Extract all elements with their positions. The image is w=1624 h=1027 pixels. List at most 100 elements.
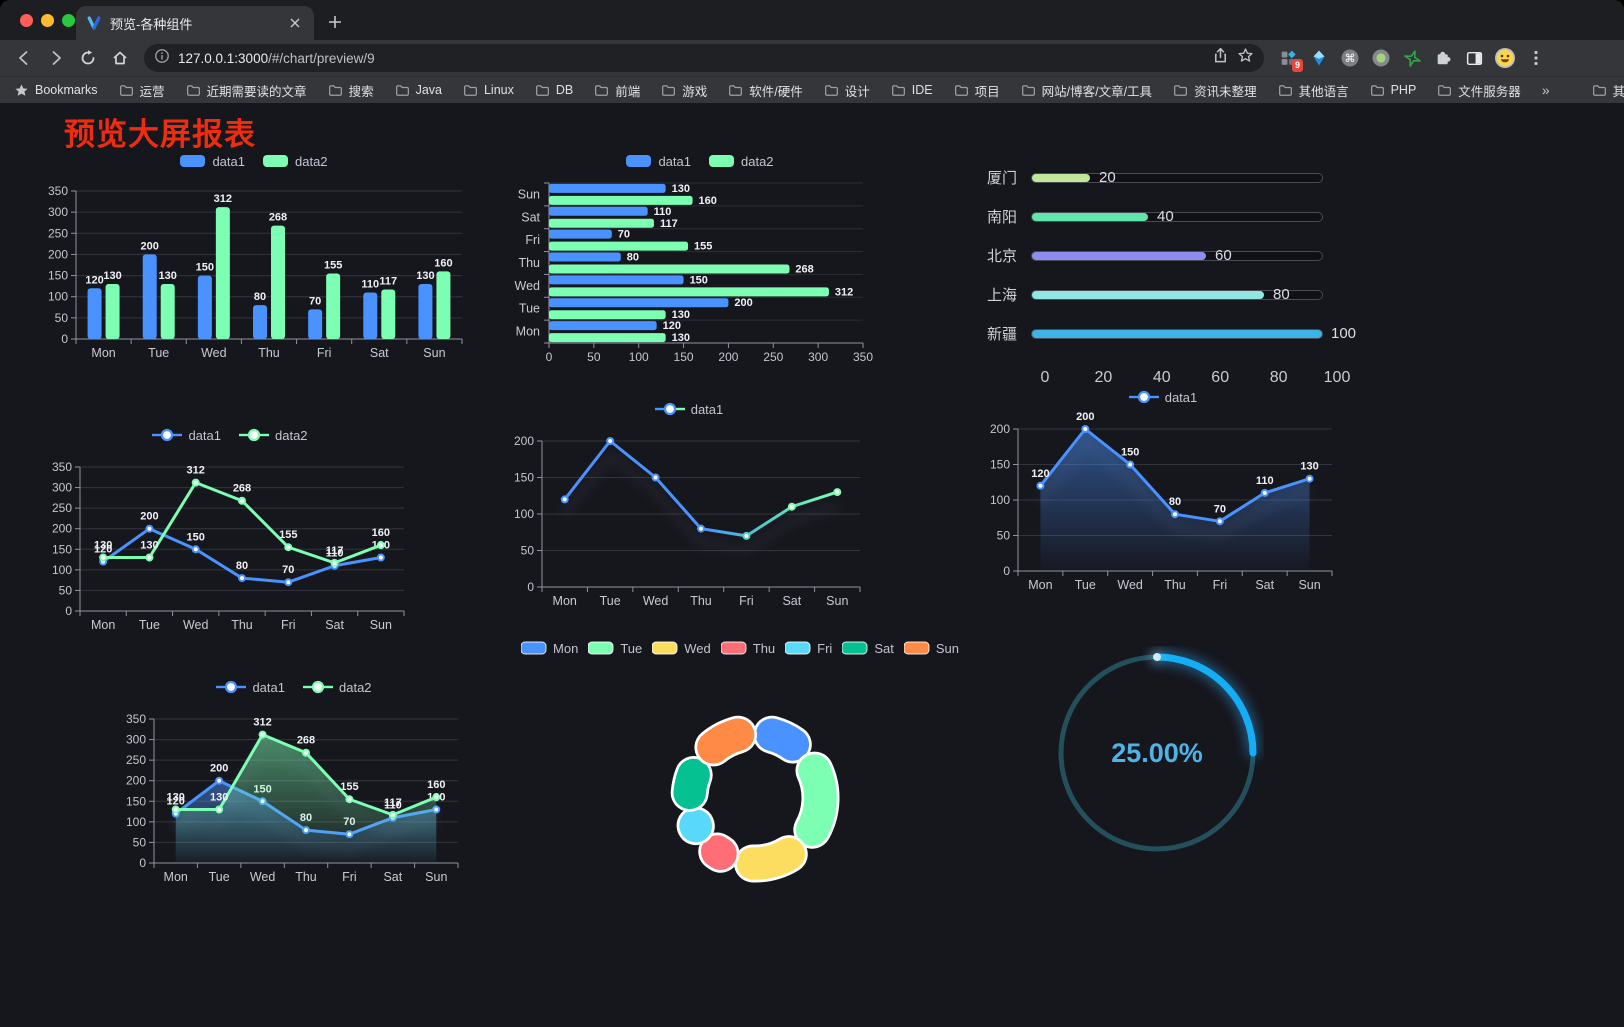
area-line-chart[interactable]: data1 0 50 100 150 200 Mon Tue Wed Thu Fri Sat Sun 12…	[980, 385, 1346, 597]
legend-item-data1[interactable]: data1	[180, 154, 245, 169]
extension-record-icon[interactable]	[1369, 46, 1393, 70]
svg-text:155: 155	[279, 529, 297, 541]
browser-toolbar: 127.0.0.1:3000/#/chart/preview/9 9 ⌘	[0, 40, 1624, 76]
legend-item-data2[interactable]: data2	[303, 680, 372, 695]
extensions-area: 9 ⌘	[1276, 46, 1548, 72]
browser-tab[interactable]: 预览-各种组件	[76, 6, 314, 40]
address-bar[interactable]: 127.0.0.1:3000/#/chart/preview/9	[144, 44, 1264, 72]
svg-text:110: 110	[384, 800, 402, 812]
bookmark-item[interactable]: 资讯未整理	[1173, 81, 1257, 100]
extension-command-icon[interactable]: ⌘	[1338, 46, 1362, 70]
legend-item-data2[interactable]: data2	[239, 428, 308, 443]
legend-line-icon	[303, 680, 333, 694]
extensions-puzzle-icon[interactable]	[1431, 46, 1455, 70]
bookmark-star-icon[interactable]	[1237, 47, 1254, 69]
legend-item-Mon[interactable]: Mon	[521, 641, 578, 656]
donut-pie-chart[interactable]: Mon Tue Wed Thu Fri Sat Sun	[521, 636, 959, 892]
legend-item-data2[interactable]: data2	[263, 154, 328, 169]
legend-item-Tue[interactable]: Tue	[588, 641, 642, 656]
svg-text:Tue: Tue	[148, 346, 169, 360]
svg-text:160: 160	[699, 195, 717, 207]
tab-close-icon[interactable]	[286, 14, 304, 32]
site-info-icon[interactable]	[154, 48, 170, 69]
new-tab-button[interactable]	[326, 13, 344, 31]
back-icon[interactable]	[10, 44, 38, 72]
bookmark-item[interactable]: 设计	[824, 81, 870, 100]
svg-text:100: 100	[48, 290, 68, 304]
donut-chart-canvas[interactable]	[548, 662, 932, 888]
bookmark-item[interactable]: DB	[535, 81, 573, 100]
svg-text:Mon: Mon	[516, 325, 540, 339]
double-area-line-chart[interactable]: data1 data2 0 50 100 150 200 250 300 350 Mon Tue Wed…	[116, 675, 472, 889]
extension-star-icon[interactable]	[1400, 46, 1424, 70]
bookmark-item[interactable]: Linux	[463, 81, 514, 100]
chart-legend: data1 data2	[116, 675, 472, 699]
bookmark-item[interactable]: 运营	[119, 81, 165, 100]
legend-item-Wed[interactable]: Wed	[652, 641, 711, 656]
extension-grid-icon[interactable]: 9	[1276, 46, 1303, 72]
bookmark-item[interactable]: 前端	[594, 81, 640, 100]
home-icon[interactable]	[106, 44, 134, 72]
progress-row-厦门[interactable]: 厦门 20	[975, 158, 1375, 197]
reload-icon[interactable]	[74, 44, 102, 72]
progress-bar-chart[interactable]: 厦门 20 南阳 40 北京 60 上海 80 新疆 100 0 20 40 60 80 100	[975, 152, 1375, 390]
other-bookmarks-folder[interactable]: 其他书签	[1592, 81, 1624, 100]
line-basic-canvas[interactable]: 0 50 100 150 200 250 300 350 Mon Tue Wed Thu Fri Sat S…	[42, 449, 418, 637]
bookmark-item[interactable]: 网站/博客/文章/工具	[1021, 81, 1152, 100]
grouped-bar-chart[interactable]: data1 data2 0 50 100 150 200 250 300 350 Mon Tue Wed…	[38, 149, 470, 365]
svg-text:117: 117	[326, 545, 344, 557]
zoom-window-button[interactable]	[62, 14, 75, 27]
share-icon[interactable]	[1212, 47, 1229, 69]
bookmark-item[interactable]: 游戏	[661, 81, 707, 100]
close-window-button[interactable]	[20, 14, 33, 27]
profile-avatar-emoji[interactable]	[1493, 46, 1517, 70]
gradient-line-chart[interactable]: data1 0 50 100 150 200 Mon Tue Wed Thu Fri Sat Sun	[504, 397, 874, 613]
bookmark-item[interactable]: 项目	[954, 81, 1000, 100]
bookmarks-overflow-chevron[interactable]: »	[1541, 82, 1550, 98]
progress-row-新疆[interactable]: 新疆 100	[975, 314, 1375, 353]
forward-icon[interactable]	[42, 44, 70, 72]
bar-chart-canvas[interactable]: 0 50 100 150 200 250 300 350 Mon Tue Wed Thu Fri Sat S…	[38, 175, 470, 365]
legend-item-data1[interactable]: data1	[152, 428, 221, 443]
bookmark-item[interactable]: IDE	[891, 81, 933, 100]
legend-item-Fri[interactable]: Fri	[785, 641, 832, 656]
legend-item-Sat[interactable]: Sat	[842, 641, 894, 656]
legend-item-data1[interactable]: data1	[1128, 390, 1197, 405]
minimize-window-button[interactable]	[41, 14, 54, 27]
folder-icon	[1438, 84, 1452, 96]
progress-row-北京[interactable]: 北京 60	[975, 236, 1375, 275]
line-area-double-canvas[interactable]: 0 50 100 150 200 250 300 350 Mon Tue Wed Thu Fri Sat S…	[116, 701, 472, 889]
svg-text:155: 155	[694, 241, 712, 253]
legend-line-icon	[239, 428, 269, 442]
gauge-canvas[interactable]: 25.00%	[1050, 646, 1264, 860]
bookmark-item[interactable]: 文件服务器	[1437, 81, 1521, 100]
gauge-progress-chart[interactable]: 25.00%	[1050, 646, 1264, 860]
progress-row-南阳[interactable]: 南阳 40	[975, 197, 1375, 236]
svg-text:Sun: Sun	[425, 870, 447, 884]
bookmarks-root[interactable]: Bookmarks	[14, 83, 98, 98]
bookmark-item[interactable]: Java	[395, 81, 442, 100]
progress-row-上海[interactable]: 上海 80	[975, 275, 1375, 314]
url-path: /#/chart/preview/9	[268, 50, 375, 66]
bookmark-item[interactable]: 搜索	[328, 81, 374, 100]
legend-item-Thu[interactable]: Thu	[720, 641, 775, 656]
folder-icon	[1592, 84, 1606, 96]
line-chart[interactable]: data1 data2 0 50 100 150 200 250 300 350 Mon Tue Wed…	[42, 423, 418, 637]
bookmark-item[interactable]: PHP	[1370, 81, 1416, 100]
line-gradient-canvas[interactable]: 0 50 100 150 200 Mon Tue Wed Thu Fri Sat Sun	[504, 423, 874, 613]
horizontal-bar-chart[interactable]: data1 data2 0 50 100 150 200 250 300 350 Sun 130 160…	[503, 149, 897, 367]
menu-dots-icon[interactable]	[1524, 46, 1548, 70]
bookmark-item[interactable]: 近期需要读的文章	[186, 81, 307, 100]
extension-kite-icon[interactable]	[1307, 46, 1331, 70]
legend-item-data2[interactable]: data2	[709, 154, 774, 169]
line-area-canvas[interactable]: 0 50 100 150 200 Mon Tue Wed Thu Fri Sat Sun 120 200 1…	[980, 411, 1346, 597]
legend-item-data1[interactable]: data1	[626, 154, 691, 169]
folder-icon	[1021, 84, 1035, 96]
bookmark-item[interactable]: 其他语言	[1278, 81, 1349, 100]
bookmark-item[interactable]: 软件/硬件	[728, 81, 803, 100]
legend-item-Sun[interactable]: Sun	[903, 641, 959, 656]
legend-item-data1[interactable]: data1	[654, 402, 723, 417]
sidebar-icon[interactable]	[1462, 46, 1486, 70]
legend-item-data1[interactable]: data1	[216, 680, 285, 695]
